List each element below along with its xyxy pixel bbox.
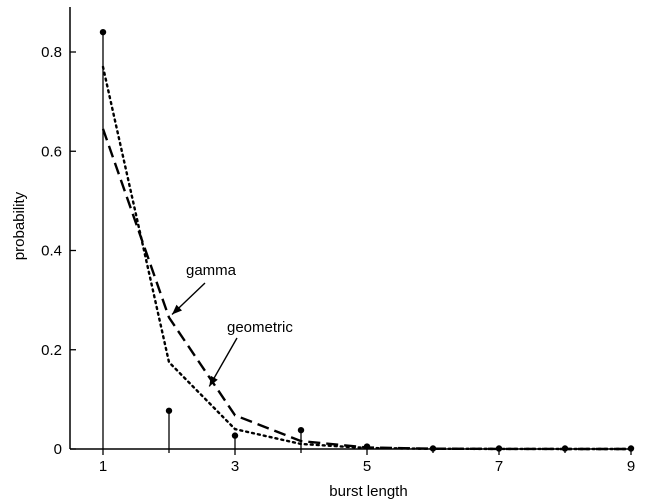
gamma-arrowhead (172, 304, 182, 315)
y-axis-title: probability (11, 191, 28, 260)
y-tick-label: 0 (54, 441, 62, 458)
x-tick-label: 1 (99, 458, 107, 475)
gamma-series-line (101, 128, 631, 451)
empirical-point (165, 407, 173, 414)
x-tick-label: 7 (495, 458, 503, 475)
y-tick-label: 0.2 (41, 342, 62, 359)
empirical-point (231, 432, 239, 439)
gamma-annotation-label: gamma (186, 262, 237, 279)
axes (69, 7, 633, 450)
x-tick-label: 5 (363, 458, 371, 475)
empirical-point (99, 28, 107, 36)
empirical-stems (99, 28, 635, 452)
y-tick-label: 0.6 (41, 143, 62, 160)
geometric-series-line (101, 65, 633, 451)
y-tick-label: 0.4 (41, 243, 62, 260)
y-tick-label: 0.8 (41, 44, 62, 61)
annotations: gamma geometric (171, 262, 293, 387)
tick-group: 0 0.2 0.4 0.6 0.8 1 3 5 7 9 (41, 44, 635, 475)
x-axis-title: burst length (329, 483, 407, 500)
x-tick-label: 9 (627, 458, 635, 475)
geometric-annotation-label: geometric (227, 319, 293, 336)
empirical-point (297, 426, 305, 434)
geometric-arrowhead (209, 375, 218, 387)
fitted-series (101, 65, 633, 451)
x-tick-label: 3 (231, 458, 239, 475)
